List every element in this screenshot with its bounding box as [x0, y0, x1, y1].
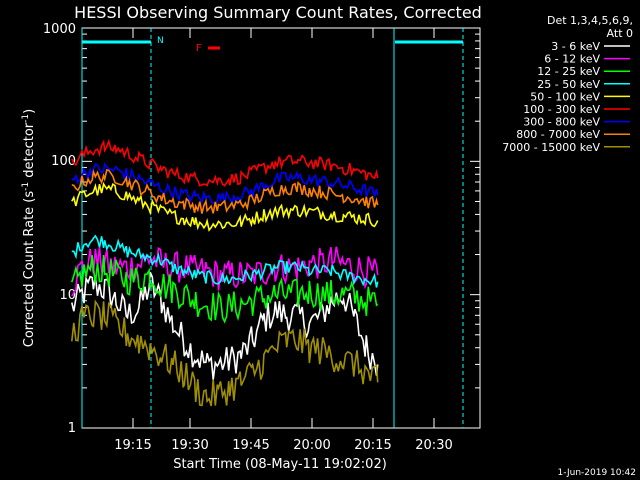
- y-tick-label-1000: 1000: [43, 22, 76, 37]
- legend-label-7: 800 - 7000 keV: [516, 128, 600, 141]
- x-tick-label-2000: 20:00: [293, 438, 330, 453]
- series-line-0: [71, 271, 379, 380]
- series-line-7: [71, 168, 379, 214]
- legend-label-8: 7000 - 15000 keV: [502, 141, 600, 154]
- legend-label-1: 6 - 12 keV: [544, 53, 600, 66]
- y-tick-label-10: 10: [59, 288, 76, 303]
- annotations: N F: [81, 28, 464, 428]
- x-axis-label: Start Time (08-May-11 19:02:02): [173, 457, 387, 472]
- series-line-4: [71, 181, 379, 232]
- y-tick-label-1: 1: [68, 421, 76, 436]
- x-tick-label-1930: 19:30: [171, 438, 208, 453]
- series-group: [71, 138, 379, 407]
- footer-date: 1-Jun-2019 10:42: [558, 468, 637, 478]
- chart-title: HESSI Observing Summary Count Rates, Cor…: [74, 3, 482, 22]
- legend-label-2: 12 - 25 keV: [537, 65, 600, 78]
- legend-attenuator-info: Att 0: [607, 27, 633, 40]
- series-line-2: [71, 254, 379, 324]
- legend-label-5: 100 - 300 keV: [523, 103, 600, 116]
- x-tick-label-2030: 20:30: [415, 438, 452, 453]
- legend-label-0: 3 - 6 keV: [551, 40, 600, 53]
- x-ticks: 19:15 19:30 19:45 20:00 20:15 20:30: [114, 438, 452, 453]
- tick-marks: [82, 27, 480, 429]
- night-label: N: [157, 36, 164, 46]
- flare-label: F: [196, 43, 202, 54]
- series-line-5: [71, 138, 379, 187]
- y-tick-label-100: 100: [51, 154, 76, 169]
- series-line-6: [71, 162, 379, 206]
- series-line-8: [71, 299, 379, 407]
- legend-detector-info: Det 1,3,4,5,6,9,: [547, 14, 633, 27]
- y-ticks: 1 10 100 1000: [43, 22, 76, 436]
- series-line-3: [71, 234, 379, 288]
- x-tick-label-1945: 19:45: [232, 438, 269, 453]
- y-axis-label: Corrected Count Rate (s-1 detector-1): [21, 109, 37, 347]
- legend-label-6: 300 - 800 keV: [523, 116, 600, 129]
- legend-label-3: 25 - 50 keV: [537, 78, 600, 91]
- x-tick-label-2015: 20:15: [354, 438, 391, 453]
- legend-label-4: 50 - 100 keV: [530, 90, 600, 103]
- x-tick-label-1915: 19:15: [114, 438, 151, 453]
